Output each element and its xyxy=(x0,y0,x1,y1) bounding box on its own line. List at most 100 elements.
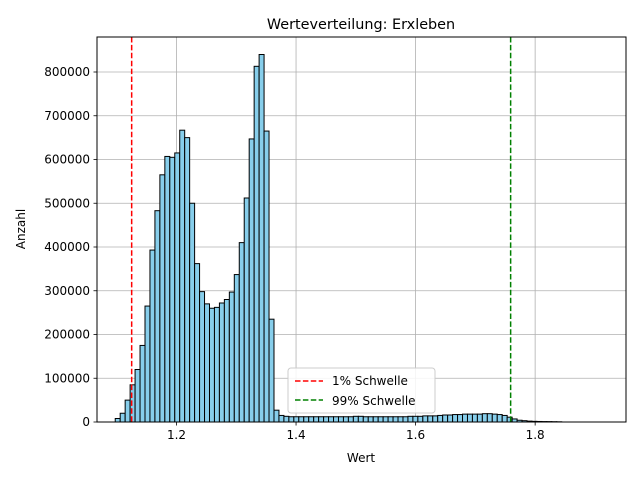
threshold-lines xyxy=(130,37,512,422)
histogram-bar xyxy=(139,344,146,423)
y-tick-label: 300000 xyxy=(44,284,90,298)
histogram-bar xyxy=(233,274,240,423)
x-tick-label: 1.6 xyxy=(406,428,425,442)
x-axis-ticks: 1.2 1.4 1.6 1.8 xyxy=(167,422,545,442)
histogram-bar xyxy=(352,415,359,423)
histogram-bar xyxy=(253,65,260,423)
histogram-bar xyxy=(496,414,503,423)
histogram-bar xyxy=(268,318,275,423)
histogram-bar xyxy=(114,418,121,423)
histogram-bar xyxy=(323,416,330,423)
histogram-bar xyxy=(243,197,250,423)
histogram-bar xyxy=(402,416,409,423)
histogram-bar xyxy=(144,305,151,423)
histogram-bar xyxy=(308,416,315,423)
histogram-bar xyxy=(273,409,280,423)
histogram-bar xyxy=(328,416,335,423)
histogram-bar xyxy=(218,302,225,423)
histogram-bar xyxy=(124,399,131,423)
histogram-bar xyxy=(318,416,325,423)
histogram-bar xyxy=(313,416,320,423)
y-axis-ticks: 0 100000 200000 300000 400000 500000 600000 700… xyxy=(44,65,97,429)
histogram-bar xyxy=(377,416,384,423)
histogram-bar xyxy=(154,210,161,423)
histogram-bar xyxy=(427,415,434,423)
histogram-bar xyxy=(159,174,166,423)
histogram-bar xyxy=(169,156,176,423)
histogram-bar xyxy=(179,129,186,423)
histogram-bar xyxy=(204,303,210,423)
histogram-bar xyxy=(417,415,424,423)
x-tick-label: 1.2 xyxy=(167,428,186,442)
histogram-bar xyxy=(382,416,389,423)
chart-title: Werteverteilung: Erxleben xyxy=(267,17,455,33)
y-tick-label: 600000 xyxy=(44,153,90,167)
histogram-bar xyxy=(437,414,444,423)
histogram-bar xyxy=(362,416,369,423)
histogram-bar xyxy=(333,416,339,423)
histogram-bar xyxy=(397,416,404,423)
legend-label-1pct: 1% Schwelle xyxy=(332,374,408,388)
histogram-bar xyxy=(372,416,379,423)
histogram-bar xyxy=(288,416,295,423)
histogram-bar xyxy=(337,416,344,423)
histogram-bar xyxy=(283,415,290,423)
histogram-bar xyxy=(213,306,220,423)
histogram-bar xyxy=(506,416,513,423)
y-tick-label: 100000 xyxy=(44,371,90,385)
y-tick-label: 400000 xyxy=(44,240,90,254)
histogram-bar xyxy=(228,291,235,423)
histogram-bar xyxy=(129,384,136,423)
histogram-bar xyxy=(367,416,374,423)
histogram-bar xyxy=(303,416,310,423)
histogram-bar xyxy=(293,416,300,423)
plot-frame xyxy=(96,36,627,423)
x-tick-label: 1.8 xyxy=(526,428,545,442)
histogram-bar xyxy=(452,414,459,423)
legend: 1% Schwelle 99% Schwelle xyxy=(287,367,436,414)
y-tick-label: 700000 xyxy=(44,109,90,123)
histogram-bar xyxy=(199,291,206,423)
histogram-bar xyxy=(208,307,215,423)
histogram-bar xyxy=(342,416,349,423)
histogram-bar xyxy=(298,416,305,423)
histogram-bar xyxy=(223,299,230,423)
histogram-bar xyxy=(164,155,171,423)
histogram-bar xyxy=(412,415,419,423)
histogram-bar xyxy=(486,413,493,423)
histogram-bar xyxy=(387,416,394,423)
y-tick-label: 800000 xyxy=(44,65,90,79)
histogram-bar xyxy=(471,413,478,423)
y-tick-label: 200000 xyxy=(44,328,90,342)
histogram-bar xyxy=(407,415,414,423)
histogram-bar xyxy=(501,414,508,423)
y-axis-label: Anzahl xyxy=(14,209,28,249)
histogram-bar xyxy=(134,369,141,423)
y-tick-label: 500000 xyxy=(44,196,90,210)
histogram-bar xyxy=(258,54,265,423)
histogram-bar xyxy=(174,152,181,423)
x-tick-label: 1.4 xyxy=(287,428,306,442)
histogram-bar xyxy=(392,416,399,423)
histogram-bar xyxy=(347,416,354,423)
x-axis-label: Wert xyxy=(347,451,375,465)
histogram-bar xyxy=(422,415,429,423)
histogram-bar xyxy=(447,414,454,423)
histogram-bar xyxy=(278,414,285,423)
histogram-bar xyxy=(149,249,156,423)
y-tick-label: 0 xyxy=(82,415,90,429)
histogram-bar xyxy=(357,415,364,423)
histogram-bar xyxy=(184,137,191,423)
histogram-bar xyxy=(462,413,468,423)
legend-label-99pct: 99% Schwelle xyxy=(332,394,416,408)
histogram-bar xyxy=(491,413,498,423)
histogram-bar xyxy=(194,263,201,423)
histogram-bar xyxy=(481,413,488,423)
histogram-bar xyxy=(263,130,270,423)
histogram-bar xyxy=(238,242,245,423)
histogram-bar xyxy=(119,412,126,423)
histogram-bar xyxy=(457,414,464,423)
histogram-bar xyxy=(432,415,439,423)
histogram-bar xyxy=(248,138,255,423)
